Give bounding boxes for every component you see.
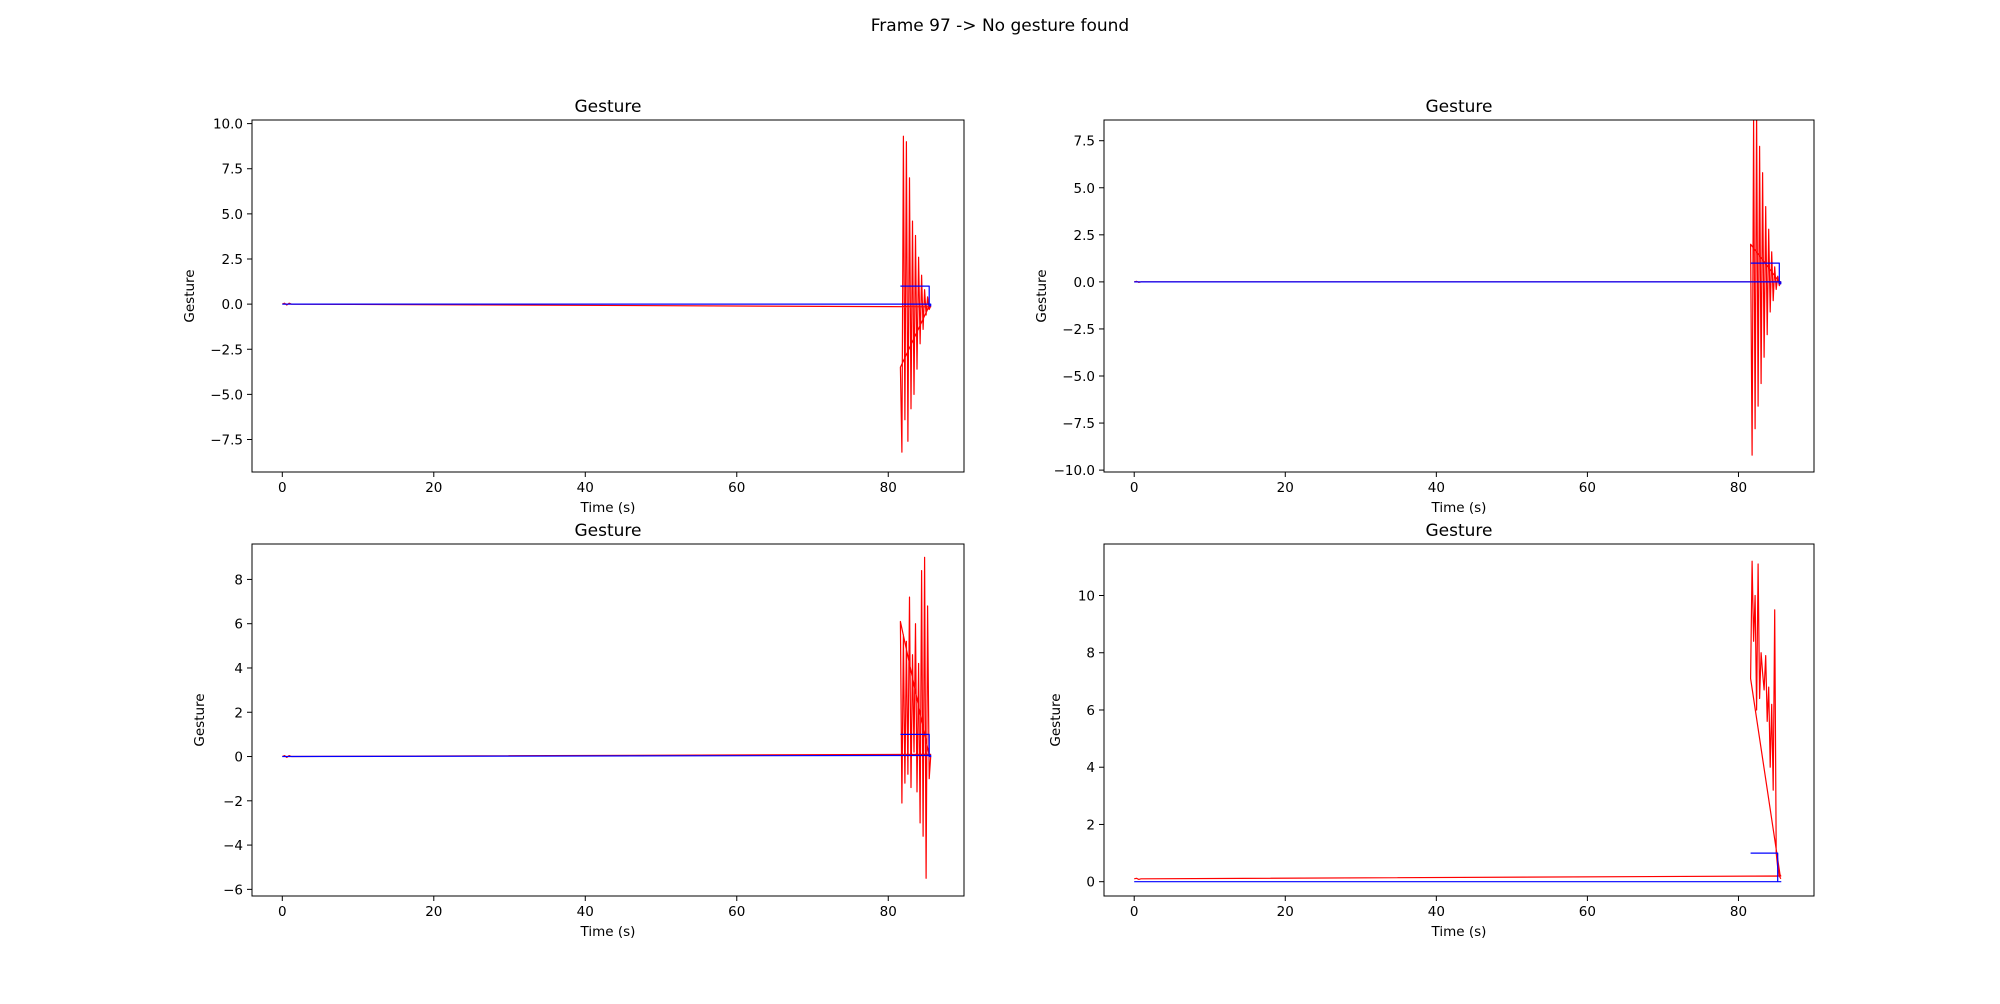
- subplot-title: Gesture: [1425, 521, 1492, 541]
- x-tick-label: 40: [1428, 480, 1445, 496]
- y-tick-label: −7.5: [210, 433, 243, 449]
- y-tick-label: 0.0: [1074, 275, 1095, 291]
- y-tick-label: 5.0: [1074, 181, 1095, 197]
- y-tick-label: 4: [234, 661, 243, 677]
- y-tick-label: 0: [234, 750, 243, 766]
- subplot-1: Gesture 0 20 40 60 80 −7.5 −5.0 −2.5 0.0 2.5 5.0 7.5…: [182, 97, 965, 516]
- y-tick-label: 0.0: [222, 297, 243, 313]
- y-tick-label: 7.5: [1074, 134, 1095, 150]
- y-tick-label: 0: [1086, 875, 1095, 891]
- y-tick-label: −10.0: [1054, 463, 1095, 479]
- x-tick-label: 0: [278, 904, 287, 920]
- y-tick-label: 8: [1086, 646, 1095, 662]
- x-tick-label: 40: [1428, 904, 1445, 920]
- subplot-title: Gesture: [574, 521, 641, 541]
- y-tick-label: 2.5: [1074, 228, 1095, 244]
- subplot-title: Gesture: [1425, 97, 1492, 117]
- y-tick-label: 10.0: [213, 117, 243, 133]
- x-tick-label: 40: [577, 904, 594, 920]
- gesture-series-line: [1134, 262, 1782, 285]
- x-tick-label: 80: [1730, 480, 1747, 496]
- signal-series-line: [1134, 120, 1782, 456]
- axes-frame: [251, 543, 965, 897]
- y-tick-label: −2: [223, 794, 243, 810]
- x-tick-label: 20: [425, 480, 442, 496]
- x-tick-label: 80: [880, 904, 897, 920]
- x-axis-label: Time (s): [1431, 500, 1487, 516]
- y-tick-label: 7.5: [222, 162, 243, 178]
- y-tick-label: −4: [223, 838, 243, 854]
- series-group: [282, 135, 932, 453]
- y-axis-label: Gesture: [1048, 693, 1064, 746]
- subplot-4: Gesture 0 20 40 60 80 0 2 4 6 8 10 Time (s) Gesture: [1048, 521, 1815, 940]
- y-tick-label: 2.5: [222, 252, 243, 268]
- x-axis-label: Time (s): [580, 924, 636, 940]
- y-tick-label: −7.5: [1062, 416, 1095, 432]
- x-tick-label: 60: [728, 480, 745, 496]
- x-tick-label: 20: [1277, 904, 1294, 920]
- series-group: [282, 556, 932, 879]
- series-group: [1134, 120, 1782, 456]
- y-tick-label: 2: [234, 705, 243, 721]
- subplot-title: Gesture: [574, 97, 641, 117]
- y-tick-label: 6: [234, 617, 243, 633]
- subplot-2: Gesture 0 20 40 60 80 −10.0 −7.5 −5.0 −2.5 0.0 2.5 5…: [1034, 97, 1815, 516]
- figure-suptitle: Frame 97 -> No gesture found: [870, 16, 1130, 36]
- x-tick-label: 60: [1579, 904, 1596, 920]
- gesture-series-line: [1134, 852, 1782, 883]
- y-axis-label: Gesture: [192, 693, 208, 746]
- y-tick-label: −2.5: [1062, 322, 1095, 338]
- y-axis-label: Gesture: [182, 269, 198, 322]
- x-tick-label: 0: [278, 480, 287, 496]
- signal-series-line: [1134, 560, 1782, 881]
- x-tick-label: 40: [577, 480, 594, 496]
- axes-frame: [251, 119, 965, 473]
- y-tick-label: 8: [234, 572, 243, 588]
- x-tick-label: 0: [1130, 904, 1139, 920]
- x-tick-label: 80: [1730, 904, 1747, 920]
- x-axis-label: Time (s): [1431, 924, 1487, 940]
- signal-series-line: [282, 556, 932, 879]
- x-tick-label: 60: [1579, 480, 1596, 496]
- x-tick-label: 20: [425, 904, 442, 920]
- y-tick-label: 6: [1086, 703, 1095, 719]
- y-tick-label: 4: [1086, 760, 1095, 776]
- y-tick-label: −5.0: [1062, 369, 1095, 385]
- signal-series-line: [282, 135, 932, 453]
- y-tick-label: 10: [1078, 589, 1095, 605]
- subplot-3: Gesture 0 20 40 60 80 −6 −4 −2 0 2 4 6 8 Time (s) Gestu…: [192, 521, 965, 940]
- gesture-series-line: [282, 733, 932, 758]
- axes-frame: [1103, 119, 1815, 473]
- x-tick-label: 20: [1277, 480, 1294, 496]
- x-axis-label: Time (s): [580, 500, 636, 516]
- x-tick-label: 80: [880, 480, 897, 496]
- x-tick-label: 0: [1130, 480, 1139, 496]
- y-tick-label: 5.0: [222, 207, 243, 223]
- y-tick-label: −5.0: [210, 387, 243, 403]
- y-tick-label: −6: [223, 882, 243, 898]
- y-tick-label: −2.5: [210, 342, 243, 358]
- axes-frame: [1103, 543, 1815, 897]
- series-group: [1134, 560, 1782, 883]
- y-axis-label: Gesture: [1034, 269, 1050, 322]
- gesture-series-line: [282, 285, 932, 307]
- x-tick-label: 60: [728, 904, 745, 920]
- y-tick-label: 2: [1086, 817, 1095, 833]
